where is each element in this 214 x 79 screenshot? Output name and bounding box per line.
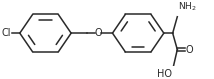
Text: Cl: Cl — [2, 28, 11, 38]
Text: HO: HO — [158, 69, 172, 79]
Text: O: O — [94, 28, 102, 38]
Text: O: O — [186, 45, 193, 55]
Text: NH$_2$: NH$_2$ — [178, 1, 197, 13]
